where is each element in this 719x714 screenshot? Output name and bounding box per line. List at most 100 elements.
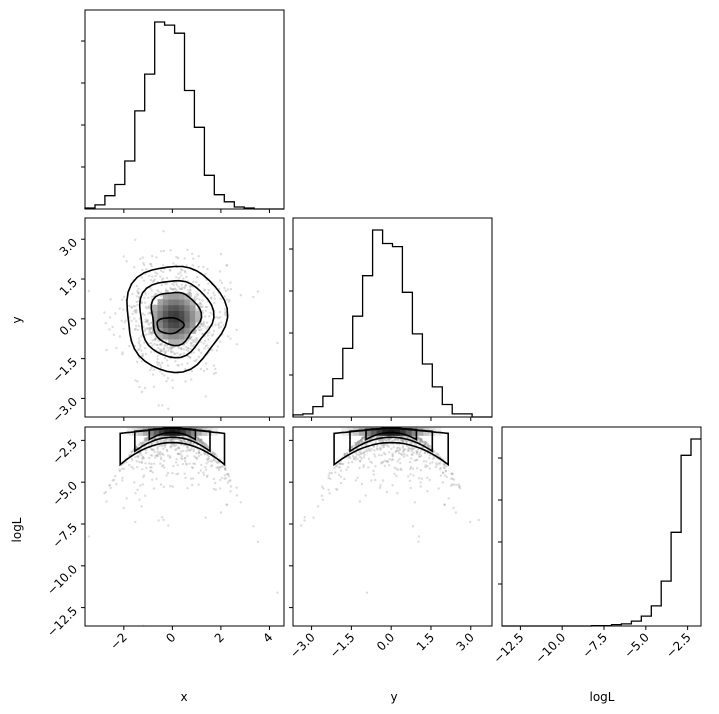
sample-point (140, 461, 143, 464)
sample-point (175, 444, 178, 447)
sample-point (338, 462, 342, 465)
sample-point (130, 465, 133, 469)
sample-point (147, 443, 151, 446)
sample-point (441, 481, 444, 484)
sample-point (201, 324, 205, 328)
sample-point (370, 461, 373, 464)
sample-point (220, 476, 224, 479)
sample-point (197, 449, 200, 452)
sample-point (160, 372, 164, 375)
sample-point (192, 344, 196, 347)
sample-point (150, 466, 153, 469)
sample-point (354, 458, 357, 461)
sample-point (133, 481, 136, 484)
sample-point (204, 309, 207, 312)
sample-point (177, 452, 180, 456)
sample-point (376, 448, 379, 451)
sample-point (174, 287, 177, 290)
x-axis-label-y: y (390, 690, 397, 704)
sample-point (194, 456, 197, 459)
sample-point (200, 303, 203, 306)
sample-point (477, 518, 480, 522)
sample-point (154, 292, 157, 296)
sample-point (192, 257, 195, 260)
sample-point (436, 453, 440, 456)
sample-point (207, 282, 210, 285)
density-bin (162, 299, 169, 306)
sample-point (186, 347, 190, 350)
sample-point (180, 348, 183, 351)
sample-point (436, 453, 439, 456)
sample-point (178, 287, 181, 290)
sample-point (422, 460, 426, 463)
density-bin (173, 338, 180, 346)
sample-point (154, 454, 157, 457)
sample-point (197, 438, 200, 441)
sample-point (188, 355, 191, 359)
sample-point (162, 347, 166, 351)
sample-point (361, 437, 364, 441)
sample-point (429, 444, 432, 448)
sample-point (162, 347, 166, 350)
sample-point (215, 460, 218, 463)
sample-point (155, 454, 159, 457)
sample-point (418, 440, 421, 444)
density-bin (162, 316, 169, 323)
sample-point (395, 474, 398, 478)
sample-point (201, 440, 204, 444)
sample-point (416, 437, 420, 440)
sample-point (151, 254, 154, 258)
sample-point (212, 487, 216, 491)
sample-point (160, 294, 163, 298)
sample-point (360, 482, 364, 486)
sample-point (395, 467, 398, 470)
sample-point (212, 477, 216, 481)
sample-point (351, 460, 354, 464)
sample-point (339, 475, 343, 478)
sample-point (141, 457, 144, 461)
sample-point (185, 341, 188, 344)
sample-point (140, 360, 143, 363)
sample-point (150, 295, 153, 298)
sample-point (198, 302, 202, 305)
sample-point (420, 446, 423, 449)
sample-point (327, 474, 330, 477)
sample-point (196, 438, 199, 441)
sample-point (109, 486, 112, 490)
sample-point (197, 255, 200, 258)
sample-point (121, 353, 124, 356)
sample-point (200, 305, 203, 309)
sample-point (172, 281, 175, 284)
sample-point (150, 448, 154, 452)
sample-point (141, 352, 145, 356)
sample-point (378, 486, 382, 489)
sample-point (215, 316, 219, 319)
sample-point (213, 297, 216, 300)
sample-point (364, 494, 367, 497)
sample-point (147, 306, 150, 309)
density-bin (178, 316, 185, 323)
sample-point (369, 449, 372, 452)
sample-point (108, 316, 112, 319)
sample-point (182, 277, 185, 280)
sample-point (169, 439, 172, 442)
panel-x-y-content (87, 230, 279, 410)
sample-point (211, 450, 214, 454)
sample-point (207, 347, 210, 350)
sample-point (216, 461, 219, 464)
sample-point (139, 484, 142, 487)
sample-point (177, 272, 180, 275)
sample-point (365, 591, 369, 594)
sample-point (170, 346, 174, 349)
density-bin (189, 310, 196, 317)
sample-point (165, 474, 168, 477)
sample-point (195, 358, 198, 361)
sample-point (140, 453, 143, 457)
sample-point (355, 442, 358, 445)
sample-point (198, 326, 201, 329)
sample-point (193, 455, 196, 458)
sample-point (215, 455, 219, 458)
sample-point (385, 460, 388, 463)
sample-point (351, 454, 355, 458)
sample-point (157, 346, 160, 350)
